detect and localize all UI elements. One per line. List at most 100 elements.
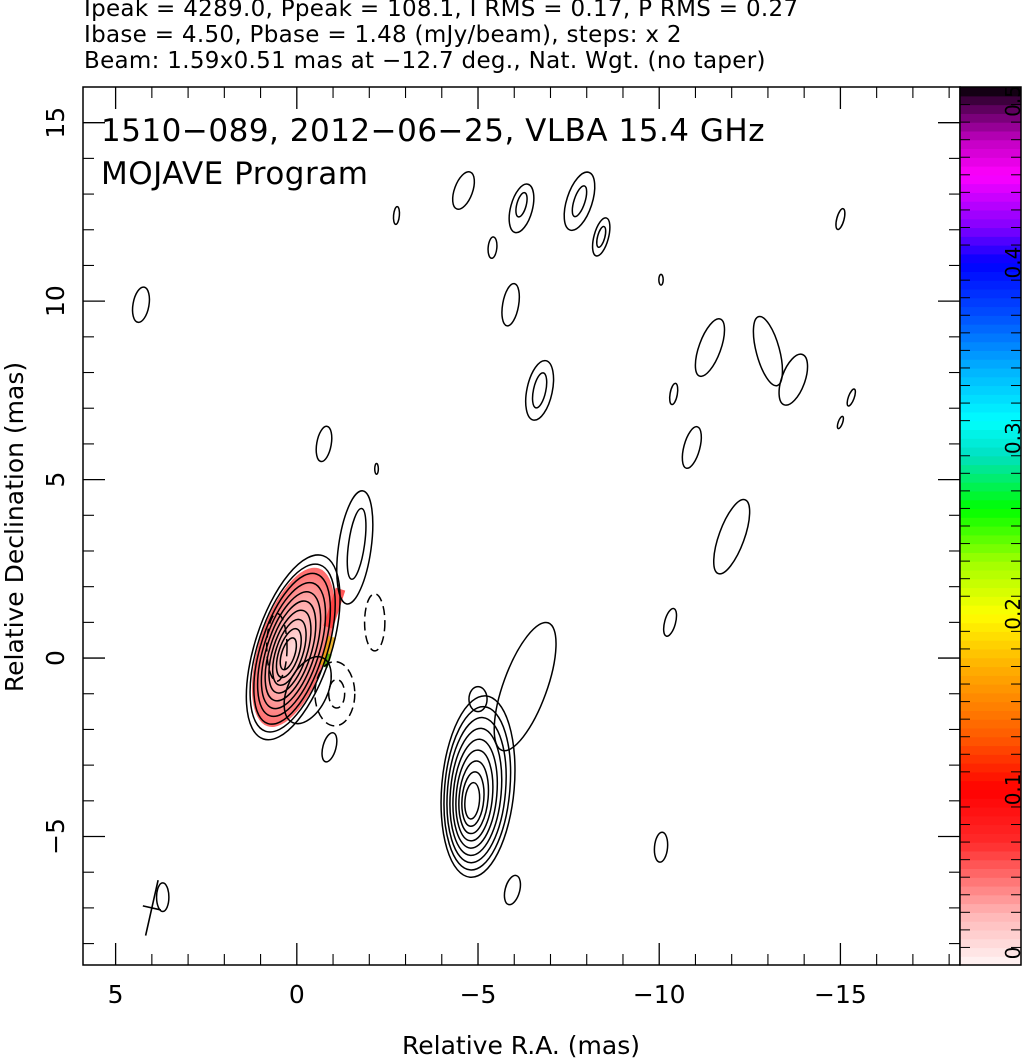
colorbar-band bbox=[960, 947, 1021, 957]
colorbar-band bbox=[960, 499, 1021, 510]
colorbar-band bbox=[960, 245, 1021, 255]
noise-contour bbox=[591, 217, 611, 257]
colorbar-band bbox=[960, 842, 1021, 852]
colorbar-tick-label: 0 bbox=[1001, 947, 1022, 960]
colorbar-band bbox=[960, 95, 1021, 106]
colorbar-band bbox=[960, 903, 1021, 913]
core-contour bbox=[264, 600, 317, 702]
y-tick-label: 0 bbox=[41, 650, 70, 666]
noise-contour bbox=[524, 359, 555, 421]
colorbar-band bbox=[960, 587, 1021, 597]
colorbar-band bbox=[960, 534, 1021, 545]
colorbar-band bbox=[960, 297, 1021, 308]
noise-contour bbox=[508, 183, 535, 234]
noise-contour bbox=[563, 171, 596, 232]
colorbar-band bbox=[960, 771, 1021, 782]
colorbar-band bbox=[960, 332, 1021, 343]
noise-contour bbox=[835, 207, 846, 231]
header-peak-line: Ipeak = 4289.0, Ppeak = 108.1, I RMS = 0… bbox=[84, 0, 799, 22]
northern-extension-contour bbox=[346, 507, 367, 580]
noise-contour bbox=[487, 236, 498, 260]
noise-contour bbox=[155, 882, 170, 913]
colorbar-band bbox=[960, 569, 1021, 580]
beam-minor-axis bbox=[142, 905, 162, 911]
colorbar-band bbox=[960, 745, 1021, 755]
negative-contour bbox=[363, 593, 386, 652]
core-lobe-contour bbox=[283, 656, 332, 725]
colorbar-band bbox=[960, 130, 1021, 141]
colorbar-band bbox=[960, 526, 1021, 536]
colorbar-band bbox=[960, 429, 1021, 439]
y-axis-label: Relative Declination (mas) bbox=[0, 362, 29, 692]
negative-contour bbox=[314, 660, 356, 727]
source-label: 1510−089, 2012−06−25, VLBA 15.4 GHz bbox=[101, 113, 765, 149]
colorbar-band bbox=[960, 192, 1021, 202]
colorbar-band bbox=[960, 561, 1021, 571]
noise-contour bbox=[531, 372, 548, 409]
jet-blob-contour bbox=[440, 695, 516, 879]
colorbar-tick-label: 0.5 bbox=[1001, 85, 1022, 117]
colorbar-tick-label: 0.1 bbox=[1001, 773, 1022, 805]
colorbar-band bbox=[960, 166, 1021, 176]
colorbar-band bbox=[960, 552, 1021, 562]
noise-contour bbox=[681, 425, 703, 470]
noise-contour bbox=[694, 318, 726, 378]
colorbar-band bbox=[960, 938, 1021, 949]
colorbar-band bbox=[960, 859, 1021, 870]
noise-contour bbox=[668, 382, 679, 406]
colorbar-band bbox=[960, 490, 1021, 501]
colorbar-band bbox=[960, 789, 1021, 799]
colorbar-band bbox=[960, 411, 1021, 422]
colorbar-band bbox=[960, 306, 1021, 316]
colorbar-band bbox=[960, 657, 1021, 668]
colorbar-band bbox=[960, 578, 1021, 589]
colorbar-band bbox=[960, 113, 1021, 123]
colorbar-band bbox=[960, 376, 1021, 387]
negative-contour bbox=[327, 678, 346, 709]
colorbar-band bbox=[960, 508, 1021, 518]
jet-blob-contour bbox=[455, 749, 494, 842]
noise-contour bbox=[836, 415, 845, 430]
noise-contour bbox=[503, 874, 522, 906]
colorbar-band bbox=[960, 956, 1021, 966]
colorbar-band bbox=[960, 596, 1021, 606]
colorbar-band bbox=[960, 482, 1021, 492]
core-contour bbox=[256, 581, 327, 718]
colorbar-band bbox=[960, 209, 1021, 220]
colorbar-band bbox=[960, 394, 1021, 404]
colorbar-band bbox=[960, 613, 1021, 624]
colorbar-band bbox=[960, 236, 1021, 246]
colorbar-band bbox=[960, 877, 1021, 887]
colorbar-band bbox=[960, 894, 1021, 905]
colorbar-band bbox=[960, 754, 1021, 764]
y-tick-label: 5 bbox=[41, 472, 70, 488]
colorbar-band bbox=[960, 403, 1021, 413]
header-beam-line: Beam: 1.59x0.51 mas at −12.7 deg., Nat. … bbox=[84, 48, 766, 74]
jet-blob-contour bbox=[458, 760, 490, 835]
noise-contour bbox=[662, 607, 678, 637]
colorbar-band bbox=[960, 367, 1021, 378]
colorbar-band bbox=[960, 271, 1021, 281]
contour-lines bbox=[131, 171, 857, 913]
jet-knot-contour bbox=[468, 685, 488, 713]
core-contour bbox=[268, 609, 312, 694]
colorbar-band bbox=[960, 174, 1021, 185]
axis-tick-labels: 5 0 −5 −10 −15 −5 0 5 10 15 bbox=[41, 107, 867, 1009]
noise-contour bbox=[373, 462, 380, 475]
colorbar-band bbox=[960, 780, 1021, 790]
x-axis-label: Relative R.A. (mas) bbox=[402, 1031, 640, 1060]
colorbar-band bbox=[960, 227, 1021, 237]
colorbar-band bbox=[960, 517, 1021, 527]
colorbar-band bbox=[960, 912, 1021, 922]
header-base-line: Ibase = 4.50, Pbase = 1.48 (mJy/beam), s… bbox=[84, 22, 682, 48]
core-contour bbox=[279, 637, 298, 671]
colorbar: 0 0.1 0.2 0.3 0.4 0.5 bbox=[959, 85, 1022, 966]
colorbar-band bbox=[960, 139, 1021, 150]
colorbar-band bbox=[960, 122, 1021, 132]
x-tick-label: −5 bbox=[460, 980, 497, 1009]
colorbar-band bbox=[960, 359, 1021, 369]
jet-extension-contour bbox=[493, 621, 557, 752]
colorbar-band bbox=[960, 701, 1021, 711]
colorbar-band bbox=[960, 631, 1021, 641]
colorbar-band bbox=[960, 824, 1021, 834]
